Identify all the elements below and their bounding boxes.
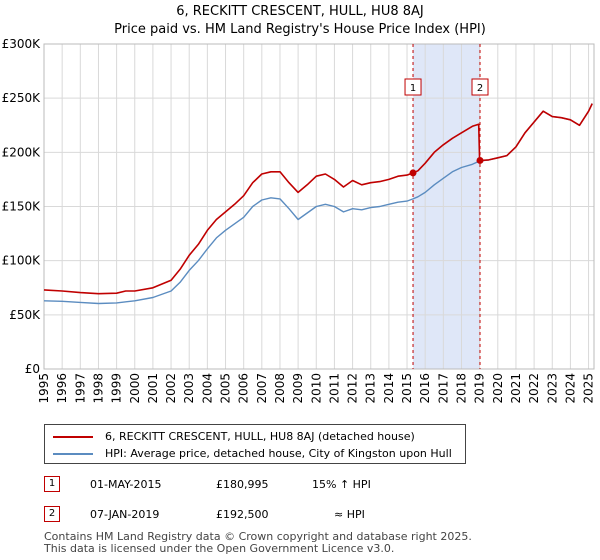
transaction-date: 07-JAN-2019 [90, 508, 160, 521]
legend-label-hpi: HPI: Average price, detached house, City… [105, 447, 452, 460]
x-tick-label: 2017 [436, 373, 450, 404]
chart-subtitle: Price paid vs. HM Land Registry's House … [114, 22, 486, 37]
footer: Contains HM Land Registry data © Crown c… [44, 531, 472, 555]
x-tick-label: 1998 [91, 373, 105, 404]
x-tick-label: 2006 [237, 373, 251, 404]
x-tick-label: 1995 [37, 373, 51, 404]
x-tick-label: 2015 [400, 373, 414, 404]
transaction-badge: 1 [44, 476, 60, 492]
transaction-price: £180,995 [216, 478, 269, 491]
x-tick-label: 2019 [473, 373, 487, 404]
x-tick-label: 1999 [110, 373, 124, 404]
sale-label: 2 [477, 83, 483, 94]
y-tick-label: £150K [2, 200, 42, 214]
x-tick-label: 2020 [491, 373, 505, 404]
y-tick-label: £100K [2, 254, 42, 268]
x-tick-label: 2009 [291, 373, 305, 404]
y-tick-label: £200K [2, 145, 42, 159]
y-tick-label: £250K [2, 91, 42, 105]
x-tick-label: 2018 [454, 373, 468, 404]
legend-item-property: 6, RECKITT CRESCENT, HULL, HU8 8AJ (deta… [53, 430, 415, 443]
x-tick-label: 2011 [327, 373, 341, 404]
price-chart: £0 £50K £100K £150K £200K £250K £300K 1995 1996 1… [2, 37, 596, 404]
x-tick-label: 2003 [182, 373, 196, 404]
x-tick-label: 2004 [200, 373, 214, 404]
sale-label-box [404, 78, 422, 96]
sale-point [409, 169, 417, 177]
x-tick-label: 2001 [146, 373, 160, 404]
x-tick-label: 2010 [309, 373, 323, 404]
legend-swatch-hpi [53, 452, 93, 455]
plot-border [43, 43, 595, 370]
property-price-line [43, 103, 593, 295]
legend-swatch-property [53, 435, 93, 438]
sale-point [476, 156, 484, 164]
footer-license: This data is licensed under the Open Gov… [44, 542, 395, 555]
x-tick-label: 2023 [545, 373, 559, 404]
x-tick-label: 1997 [73, 373, 87, 404]
x-tick-label: 2021 [509, 373, 523, 404]
transaction-hpi: 15% ↑ HPI [312, 478, 371, 491]
transaction-price: £192,500 [216, 508, 269, 521]
transaction-date: 01-MAY-2015 [90, 478, 162, 491]
legend-label-property: 6, RECKITT CRESCENT, HULL, HU8 8AJ (deta… [105, 430, 415, 443]
x-tick-label: 2005 [219, 373, 233, 404]
x-tick-label: 2025 [582, 373, 596, 404]
sale-label-box [471, 78, 489, 96]
x-tick-label: 2022 [527, 373, 541, 404]
transaction-badge: 2 [44, 506, 60, 522]
x-tick-label: 2013 [364, 373, 378, 404]
chart-legend: 6, RECKITT CRESCENT, HULL, HU8 8AJ (deta… [44, 424, 466, 464]
x-tick-label: 2024 [563, 373, 577, 404]
sale-label: 1 [410, 83, 416, 94]
transaction-hpi: ≈ HPI [334, 508, 365, 521]
x-tick-label: 2014 [382, 373, 396, 404]
x-tick-label: 2008 [273, 373, 287, 404]
x-tick-label: 2016 [418, 373, 432, 404]
x-tick-label: 2007 [255, 373, 269, 404]
y-tick-label: £0 [25, 362, 40, 376]
y-tick-label: £50K [9, 308, 41, 322]
x-tick-label: 1996 [55, 373, 69, 404]
x-tick-label: 2002 [164, 373, 178, 404]
legend-item-hpi: HPI: Average price, detached house, City… [53, 447, 452, 460]
chart-title: 6, RECKITT CRESCENT, HULL, HU8 8AJ [176, 4, 424, 19]
footer-copyright: Contains HM Land Registry data © Crown c… [44, 530, 472, 543]
y-tick-label: £300K [2, 37, 42, 51]
x-tick-label: 2012 [346, 373, 360, 404]
x-tick-label: 2000 [128, 373, 142, 404]
